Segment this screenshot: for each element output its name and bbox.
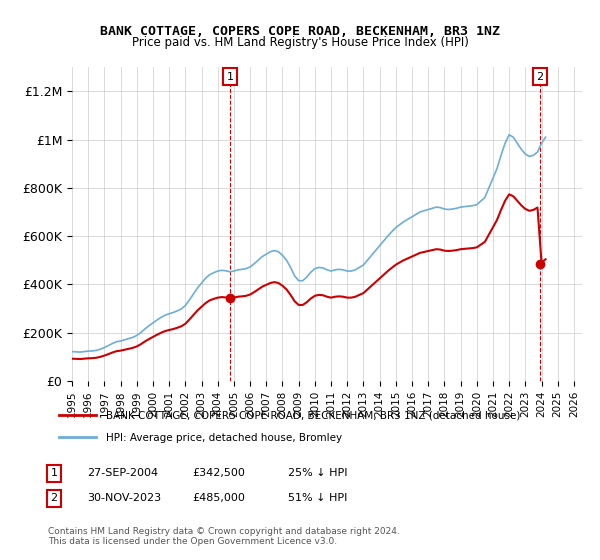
Text: Contains HM Land Registry data © Crown copyright and database right 2024.
This d: Contains HM Land Registry data © Crown c… (48, 526, 400, 546)
Text: BANK COTTAGE, COPERS COPE ROAD, BECKENHAM, BR3 1NZ (detached house): BANK COTTAGE, COPERS COPE ROAD, BECKENHA… (106, 410, 520, 421)
Text: £342,500: £342,500 (192, 468, 245, 478)
Text: 1: 1 (226, 72, 233, 82)
Text: Price paid vs. HM Land Registry's House Price Index (HPI): Price paid vs. HM Land Registry's House … (131, 36, 469, 49)
Text: 2: 2 (50, 493, 58, 503)
Text: 30-NOV-2023: 30-NOV-2023 (87, 493, 161, 503)
Text: £485,000: £485,000 (192, 493, 245, 503)
Text: 1: 1 (50, 468, 58, 478)
Text: HPI: Average price, detached house, Bromley: HPI: Average price, detached house, Brom… (106, 433, 342, 443)
Text: 51% ↓ HPI: 51% ↓ HPI (288, 493, 347, 503)
Text: 27-SEP-2004: 27-SEP-2004 (87, 468, 158, 478)
Text: 25% ↓ HPI: 25% ↓ HPI (288, 468, 347, 478)
Text: 2: 2 (536, 72, 544, 82)
Text: BANK COTTAGE, COPERS COPE ROAD, BECKENHAM, BR3 1NZ: BANK COTTAGE, COPERS COPE ROAD, BECKENHA… (100, 25, 500, 38)
